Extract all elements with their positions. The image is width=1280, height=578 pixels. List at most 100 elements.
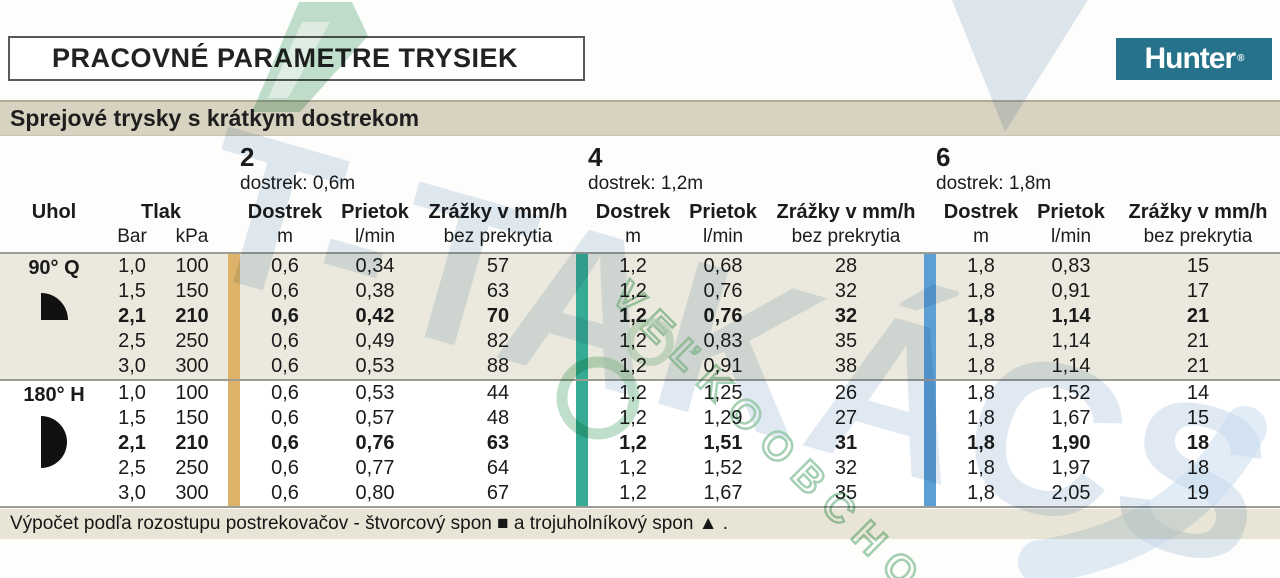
angle-label: 180° H [23,384,85,406]
table-row: 3,0 300 0,6 0,80 67 1,2 1,67 35 1,8 2,05 19 [0,481,1280,506]
table-cell: 0,53 [355,382,395,404]
table-cell: 0,6 [271,280,299,302]
table-cell: 1,97 [1051,457,1091,479]
nozzle-size-label: 6 [936,142,951,172]
unit-header-lmin: l/min [354,226,396,247]
registered-trademark-icon: ® [1237,53,1244,64]
table-cell: 31 [834,432,858,454]
table-cell: 1,2 [619,407,647,429]
table-cell: 3,0 [118,355,146,377]
table-cell: 1,29 [703,407,743,429]
table-cell: 1,67 [1051,407,1091,429]
table-cell: 82 [486,330,510,352]
column-header-prietok: Prietok [689,201,757,223]
table-cell: 1,51 [703,432,743,454]
table-cell: 28 [834,255,858,277]
table-cell: 1,8 [967,305,995,327]
table-cell: 300 [175,482,209,504]
angle-cell-180h: 180° H [0,381,108,468]
table-cell: 17 [1186,280,1210,302]
table-cell: 63 [486,432,510,454]
table-cell: 150 [175,407,209,429]
table-header: 2 4 6 dostrek: 0,6m dostrek: 1,2m dostre… [0,136,1280,252]
table-cell: 1,2 [619,382,647,404]
unit-header-m: m [973,226,989,247]
table-cell: 2,1 [118,305,146,327]
table-cell: 0,76 [703,280,743,302]
table-cell: 1,8 [967,330,995,352]
column-header-prietok: Prietok [341,201,409,223]
table-cell: 44 [486,382,510,404]
table-cell: 1,52 [1051,382,1091,404]
table-cell: 18 [1186,457,1210,479]
table-cell: 32 [834,305,858,327]
hunter-brand-logo: Hunter ® [1116,38,1272,80]
unit-header-m: m [625,226,641,247]
table-cell: 1,14 [1051,330,1091,352]
table-cell: 0,83 [703,330,743,352]
nozzle-size-label: 2 [240,142,255,172]
table-cell: 3,0 [118,482,146,504]
footnote: Výpočet podľa rozostupu postrekovačov - … [0,509,1280,539]
unit-header-lmin: l/min [702,226,744,247]
table-cell: 2,05 [1051,482,1091,504]
table-cell: 35 [834,330,858,352]
table-row: 1,0 100 0,6 0,34 57 1,2 0,68 28 1,8 0,83 15 [0,254,1280,279]
table-cell: 57 [486,255,510,277]
table-group-180h: 1,0 100 0,6 0,53 44 1,2 1,25 26 1,8 1,52 14 1,5 150 0… [0,379,1280,508]
table-cell: 1,2 [619,457,647,479]
table-cell: 1,8 [967,407,995,429]
table-cell: 63 [486,280,510,302]
table-cell: 15 [1186,407,1210,429]
table-cell: 0,6 [271,255,299,277]
column-header-zrazky: Zrážky v mm/h [428,201,568,223]
table-cell: 1,14 [1051,305,1091,327]
table-group-90q: 1,0 100 0,6 0,34 57 1,2 0,68 28 1,8 0,83 15 1,5 150 0… [0,252,1280,379]
half-circle-icon [41,416,67,468]
table-cell: 1,0 [118,255,146,277]
table-cell: 250 [175,330,209,352]
table-cell: 67 [486,482,510,504]
table-cell: 0,6 [271,407,299,429]
table-cell: 210 [175,305,209,327]
unit-header-bez-prekrytia: bez prekrytia [1143,226,1253,247]
page-header: PRACOVNÉ PARAMETRE TRYSIEK Hunter ® [0,0,1280,100]
angle-label: 90° Q [28,257,80,279]
table-cell: 0,57 [355,407,395,429]
column-header-uhol: Uhol [31,201,77,223]
table-row: 2,1 210 0,6 0,76 63 1,2 1,51 31 1,8 1,90 18 [0,431,1280,456]
table-row: 2,5 250 0,6 0,49 82 1,2 0,83 35 1,8 1,14 21 [0,329,1280,354]
separator-bar-teal [576,254,588,379]
column-header-zrazky: Zrážky v mm/h [776,201,916,223]
table-cell: 0,6 [271,432,299,454]
table-row: 1,0 100 0,6 0,53 44 1,2 1,25 26 1,8 1,52 14 [0,381,1280,406]
table-cell: 21 [1186,305,1210,327]
unit-header-bar: Bar [117,226,147,247]
table-cell: 1,2 [619,305,647,327]
table-cell: 0,53 [355,355,395,377]
table-cell: 1,8 [967,382,995,404]
table-cell: 0,38 [355,280,395,302]
table-cell: 15 [1186,255,1210,277]
table-cell: 35 [834,482,858,504]
section-subtitle: Sprejové trysky s krátkym dostrekom [0,100,1280,136]
table-cell: 38 [834,355,858,377]
table-cell: 1,67 [703,482,743,504]
table-cell: 1,2 [619,355,647,377]
nozzle-size-label: 4 [588,142,603,172]
unit-header-bez-prekrytia: bez prekrytia [443,226,553,247]
table-cell: 0,77 [355,457,395,479]
unit-header-m: m [277,226,293,247]
table-cell: 2,5 [118,457,146,479]
table-cell: 19 [1186,482,1210,504]
table-cell: 2,1 [118,432,146,454]
hunter-brand-text: Hunter [1144,42,1236,75]
table-row: 2,1 210 0,6 0,42 70 1,2 0,76 32 1,8 1,14 21 [0,304,1280,329]
table-cell: 250 [175,457,209,479]
table-cell: 0,49 [355,330,395,352]
column-header-dostrek: Dostrek [595,201,671,223]
table-cell: 70 [486,305,510,327]
table-cell: 1,2 [619,280,647,302]
separator-bar-orange [228,381,240,506]
table-cell: 0,6 [271,330,299,352]
